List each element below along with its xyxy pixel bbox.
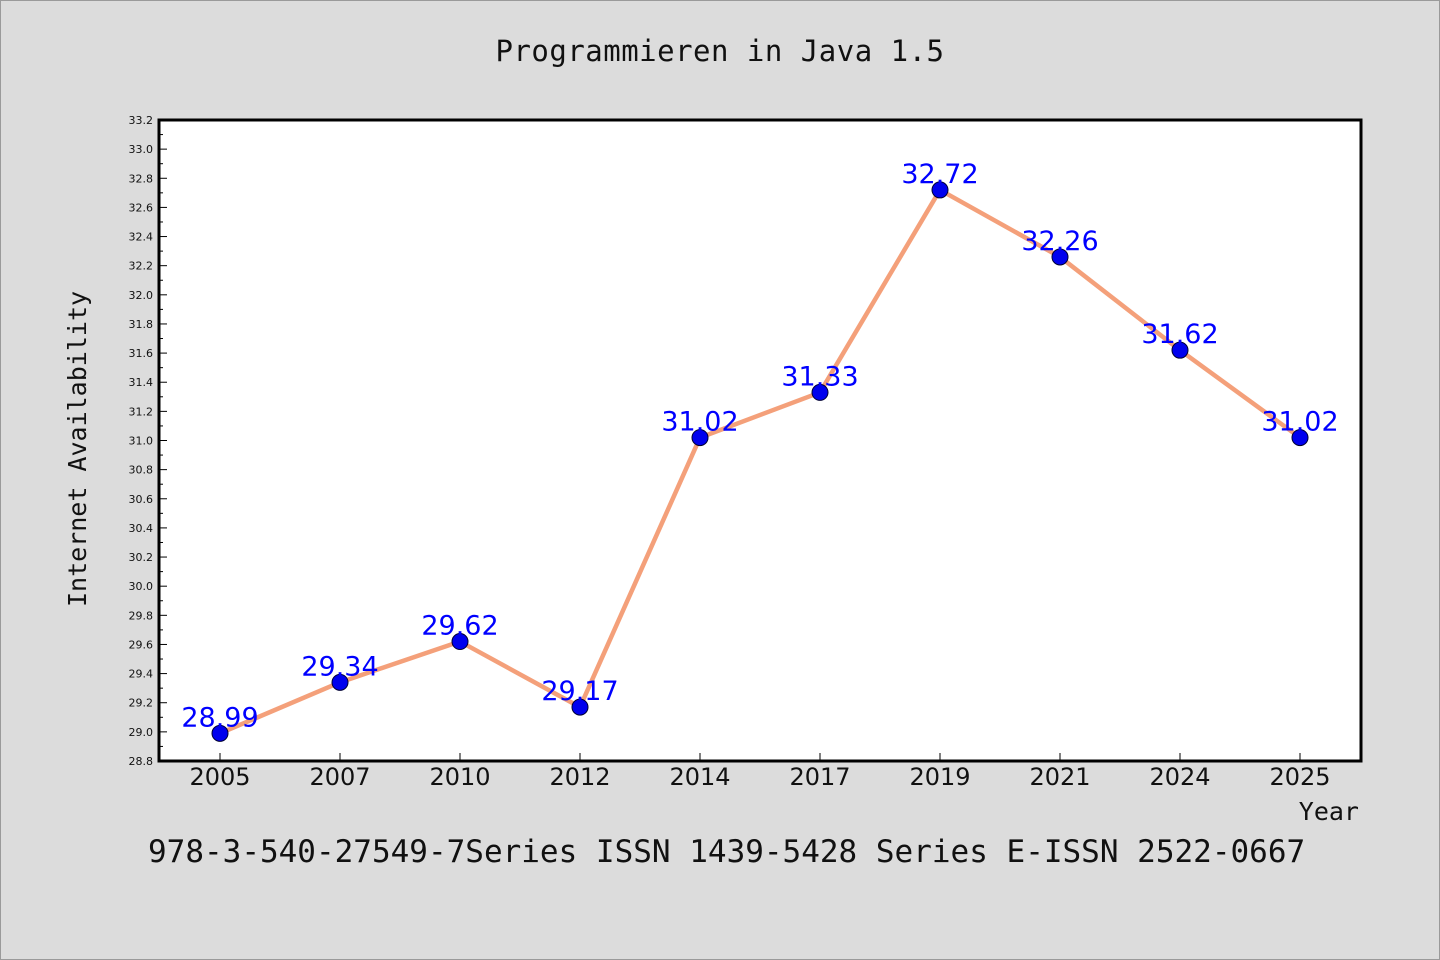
y-tick-label: 33.0 [129, 143, 154, 156]
data-labels: 28.99 29.34 29.62 29.17 31.02 31.33 32.72 32.26… [181, 159, 1338, 733]
data-point[interactable] [691, 429, 709, 447]
plot-area [159, 120, 1361, 761]
data-label: 31.02 [1261, 407, 1338, 438]
data-label: 29.34 [301, 651, 378, 682]
y-tick-label: 32.4 [129, 231, 154, 244]
data-point[interactable] [931, 181, 949, 199]
x-tick-label: 2014 [669, 763, 730, 791]
y-tick-label: 29.6 [129, 638, 154, 651]
y-tick-label: 28.8 [129, 755, 154, 768]
x-axis-ticks: 2005 2007 2010 2012 2014 2017 2019 2021 2024 2025 [189, 753, 1331, 791]
y-tick-label: 32.8 [129, 172, 154, 185]
data-point[interactable] [1051, 248, 1069, 266]
data-label: 28.99 [181, 702, 258, 733]
plot-border [157, 118, 1363, 763]
x-tick-label: 2010 [429, 763, 490, 791]
y-tick-label: 29.4 [129, 668, 154, 681]
data-points [211, 181, 1309, 742]
x-tick-label: 2019 [909, 763, 970, 791]
x-tick-label: 2007 [309, 763, 370, 791]
x-axis-label: Year [1299, 797, 1359, 826]
data-point[interactable] [1291, 429, 1309, 447]
x-tick-label: 2024 [1149, 763, 1210, 791]
data-point[interactable] [211, 724, 229, 742]
x-tick-label: 2025 [1269, 763, 1330, 791]
chart-title: Programmieren in Java 1.5 [495, 34, 945, 68]
data-point[interactable] [571, 698, 589, 716]
data-label: 31.33 [781, 361, 858, 392]
y-axis-label: Internet Availability [63, 291, 92, 607]
data-label: 29.62 [421, 611, 498, 642]
x-tick-label: 2005 [189, 763, 250, 791]
data-point[interactable] [331, 673, 349, 691]
data-point[interactable] [811, 383, 829, 401]
y-axis-ticks: 28.8 29.0 29.2 29.4 29.6 29.8 30.0 30.2 30.4 30.6… [129, 114, 167, 768]
series-line-group [217, 187, 1303, 736]
y-tick-label: 29.8 [129, 609, 154, 622]
data-label: 32.72 [901, 159, 978, 190]
y-tick-label: 32.2 [129, 260, 154, 273]
data-point[interactable] [1171, 341, 1189, 359]
y-tick-label: 31.4 [129, 376, 154, 389]
y-tick-label: 31.0 [129, 435, 154, 448]
y-tick-label: 29.0 [129, 726, 154, 739]
y-tick-label: 32.6 [129, 201, 154, 214]
y-tick-label: 33.2 [129, 114, 154, 127]
y-tick-label: 31.6 [129, 347, 154, 360]
x-tick-label: 2012 [549, 763, 610, 791]
y-tick-label: 30.8 [129, 464, 154, 477]
data-point[interactable] [451, 633, 469, 651]
x-tick-label: 2021 [1029, 763, 1090, 791]
y-tick-label: 31.2 [129, 405, 154, 418]
y-tick-label: 29.2 [129, 697, 154, 710]
data-label: 29.17 [541, 676, 618, 707]
y-tick-label: 31.8 [129, 318, 154, 331]
x-tick-label: 2017 [789, 763, 850, 791]
data-label: 32.26 [1021, 226, 1098, 257]
y-tick-label: 30.6 [129, 493, 154, 506]
footer-isbn-text: 978-3-540-27549-7Series ISSN 1439-5428 S… [148, 834, 1306, 870]
y-tick-label: 30.2 [129, 551, 154, 564]
data-label: 31.62 [1141, 319, 1218, 350]
series-line [217, 187, 1303, 736]
data-label: 31.02 [661, 407, 738, 438]
y-tick-label: 32.0 [129, 289, 154, 302]
y-tick-label: 30.4 [129, 522, 154, 535]
y-tick-label: 30.0 [129, 580, 154, 593]
